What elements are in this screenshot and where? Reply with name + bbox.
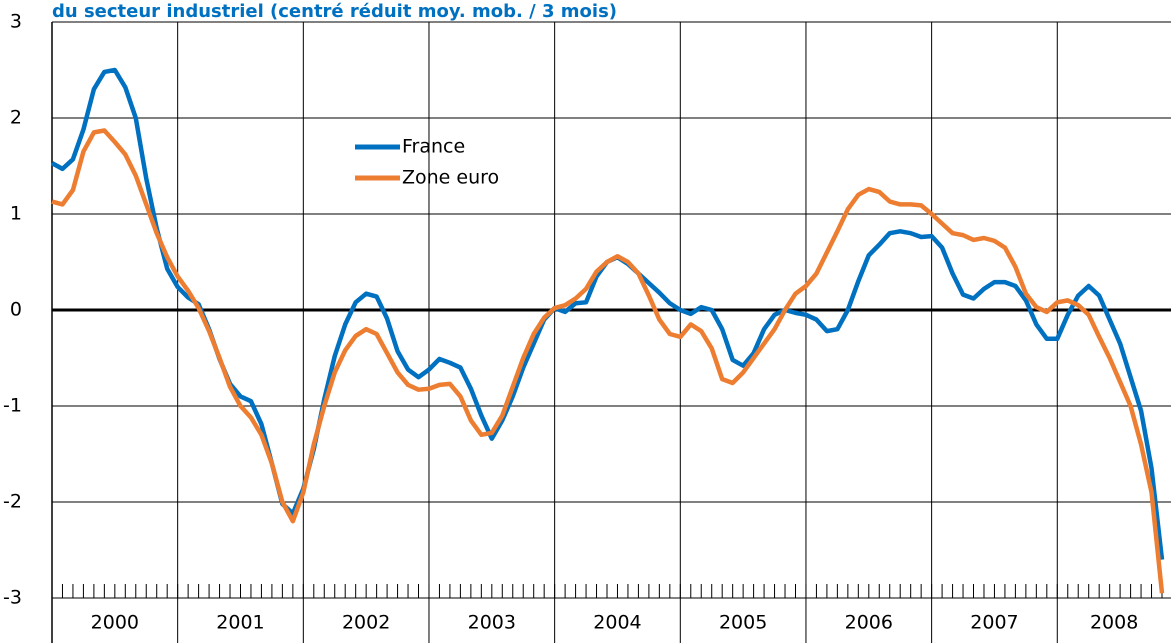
x-tick-label: 2005 [719,612,767,634]
y-tick-label: 1 [10,203,22,225]
y-tick-label: 3 [10,11,22,33]
x-tick-label: 2008 [1090,612,1138,634]
series-line [50,67,1165,560]
x-tick-label: 2006 [845,612,893,634]
y-tick-label: -1 [3,395,22,417]
y-tick-label: -2 [3,491,22,513]
y-tick-label: 0 [10,299,22,321]
x-tick-label: 2002 [342,612,390,634]
x-tick-label: 2001 [216,612,264,634]
y-tick-label: -3 [3,587,22,609]
legend-label: France [402,136,465,158]
chart-title: du secteur industriel (centré réduit moy… [52,1,617,22]
y-tick-label: 2 [10,107,22,129]
x-tick-label: 2004 [593,612,641,634]
series-line [51,128,1165,594]
x-tick-label: 2003 [468,612,516,634]
legend-label: Zone euro [402,167,499,189]
x-tick-label: 2007 [970,612,1018,634]
x-tick-label: 2000 [91,612,139,634]
